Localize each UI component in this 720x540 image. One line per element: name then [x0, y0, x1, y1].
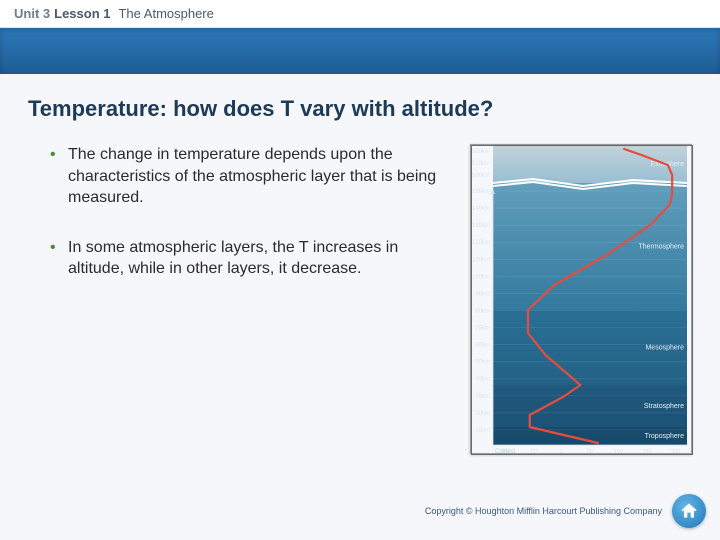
- svg-text:Thermosphere: Thermosphere: [638, 244, 684, 251]
- svg-text:Mesosphere: Mesosphere: [645, 345, 684, 352]
- svg-text:60km: 60km: [475, 343, 490, 349]
- svg-text:90km: 90km: [475, 291, 490, 297]
- topic-label: The Atmosphere: [118, 6, 213, 21]
- svg-text:150km: 150km: [472, 189, 490, 195]
- bullet-item: The change in temperature depends upon t…: [50, 144, 450, 209]
- slide-footer: Copyright © Houghton Mifflin Harcourt Pu…: [425, 494, 706, 528]
- chart-svg: 520km 510km 500km 150km 140km 130km 120km 110km…: [471, 145, 693, 455]
- bullet-list: The change in temperature depends upon t…: [50, 144, 450, 454]
- content-area: The change in temperature depends upon t…: [0, 122, 720, 454]
- atmosphere-chart: 520km 510km 500km 150km 140km 130km 120km 110km…: [470, 144, 692, 454]
- bullet-item: In some atmospheric layers, the T increa…: [50, 237, 450, 280]
- decorative-band: [0, 28, 720, 74]
- svg-text:120km: 120km: [472, 240, 490, 246]
- copyright-text: Copyright © Houghton Mifflin Harcourt Pu…: [425, 506, 662, 516]
- svg-text:130km: 130km: [472, 223, 490, 229]
- svg-text:Troposphere: Troposphere: [645, 433, 685, 440]
- unit-label: Unit 3: [14, 6, 50, 21]
- svg-text:Stratosphere: Stratosphere: [644, 403, 684, 410]
- slide-title: Temperature: how does T vary with altitu…: [0, 96, 720, 122]
- svg-text:20km: 20km: [475, 411, 490, 417]
- svg-text:50km: 50km: [475, 360, 490, 366]
- svg-text:500km: 500km: [472, 173, 490, 179]
- svg-text:140km: 140km: [472, 206, 490, 212]
- svg-text:100km: 100km: [472, 274, 490, 280]
- svg-text:510km: 510km: [472, 161, 490, 167]
- svg-text:40km: 40km: [475, 377, 490, 383]
- svg-text:10km: 10km: [475, 428, 490, 434]
- home-button[interactable]: [672, 494, 706, 528]
- slide-header: Unit 3 Lesson 1 The Atmosphere: [0, 0, 720, 28]
- lesson-label: Lesson 1: [54, 6, 110, 21]
- home-icon: [679, 501, 699, 521]
- svg-text:520km: 520km: [472, 149, 490, 155]
- svg-text:110km: 110km: [472, 257, 490, 263]
- svg-text:80km: 80km: [475, 308, 490, 314]
- svg-text:30km: 30km: [475, 394, 490, 400]
- svg-text:70km: 70km: [475, 326, 490, 332]
